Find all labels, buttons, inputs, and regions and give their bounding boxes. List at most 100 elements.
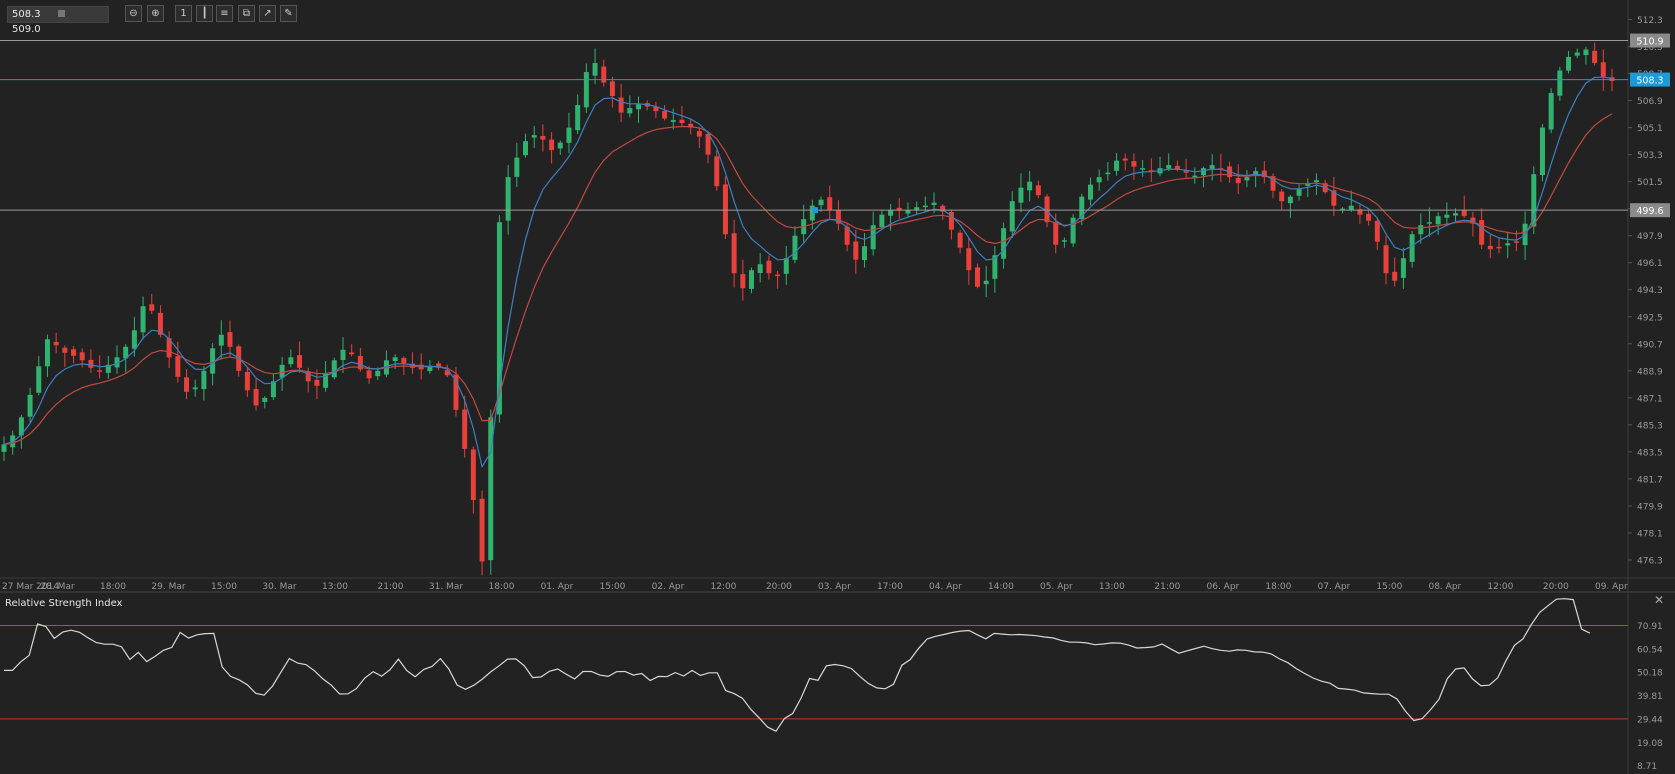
candle-body (427, 366, 433, 372)
candle-body (523, 141, 529, 156)
chart-type-icon[interactable]: ┃ (196, 5, 213, 22)
price-axis-tick-label: 492.5 (1637, 313, 1663, 323)
candle-body (1296, 189, 1302, 196)
candle-body (453, 374, 459, 410)
price-axis-tick-label: 497.9 (1637, 232, 1663, 242)
time-axis-tick-label: 17:00 (877, 582, 903, 592)
candle-body (184, 377, 190, 392)
drawing-tools-icon[interactable]: ↗ (259, 5, 276, 22)
candle-body (766, 260, 772, 274)
candle-body (1453, 213, 1459, 216)
time-axis-tick-label: 07. Apr (1318, 582, 1351, 592)
timeframe-icon[interactable]: 1 (175, 5, 192, 22)
time-axis-tick-label: 08. Apr (1428, 582, 1461, 592)
time-axis-tick-label: 04. Apr (929, 582, 962, 592)
candle-body (966, 248, 972, 271)
price-axis-tick-label: 485.3 (1637, 421, 1663, 431)
candle-body (201, 370, 207, 390)
price-level-badge (1630, 203, 1670, 218)
candle-body (870, 225, 876, 250)
rsi-close-icon[interactable]: ✕ (1654, 593, 1665, 607)
indicators-icon[interactable]: ≡ (216, 5, 233, 22)
price-axis-tick-label: 512.3 (1637, 16, 1663, 26)
candle-body (1426, 222, 1432, 224)
rsi-axis-tick-label: 8.71 (1637, 762, 1657, 772)
candle-body (227, 332, 233, 347)
candle-body (879, 214, 885, 228)
candle-body (357, 355, 363, 370)
template-icon[interactable]: ⧉ (238, 5, 255, 22)
candle-body (931, 202, 937, 206)
candle-body (688, 123, 694, 128)
candle-body (974, 267, 980, 287)
rsi-axis-tick-label: 60.54 (1637, 645, 1663, 655)
candle-body (392, 357, 398, 362)
candle-body (1279, 191, 1285, 202)
candle-body (722, 184, 728, 235)
candle-body (818, 199, 824, 206)
time-axis-tick-label: 01. Apr (541, 582, 574, 592)
candle-body (583, 72, 589, 108)
candle-body (514, 157, 520, 177)
candle-body (1148, 170, 1154, 172)
candle-body (1539, 127, 1545, 176)
price-level-badge-label: 499.6 (1636, 206, 1663, 217)
candle-body (192, 387, 198, 390)
candle-body (1070, 217, 1076, 244)
candle-body (79, 352, 85, 361)
edit-icon[interactable]: ✎ (280, 5, 297, 22)
time-axis-tick-label: 20:00 (1543, 582, 1569, 592)
candle-body (97, 370, 103, 372)
candle-body (1400, 258, 1406, 278)
zoom-out-icon[interactable]: ⊖ (125, 5, 142, 22)
time-axis-tick-label: 15:00 (1376, 582, 1402, 592)
zoom-in-icon[interactable]: ⊕ (147, 5, 164, 22)
candle-body (1305, 183, 1311, 186)
candle-body (305, 371, 311, 382)
time-axis-tick-label: 06. Apr (1207, 582, 1240, 592)
candle-body (1287, 196, 1293, 204)
candle-body (896, 207, 902, 211)
candle-body (1105, 172, 1111, 175)
candle-body (905, 210, 911, 214)
candle-body (244, 371, 250, 391)
time-axis-tick-label: 18:00 (100, 582, 126, 592)
candle-body (1574, 52, 1580, 56)
candle-body (279, 364, 285, 378)
candle-body (940, 205, 946, 212)
candle-body (253, 388, 259, 406)
candle-body (444, 370, 450, 376)
candle-body (1096, 177, 1102, 183)
rsi-axis-tick-label: 70.91 (1637, 622, 1663, 632)
price-axis-tick-label: 510.5 (1637, 43, 1663, 53)
candle-body (740, 274, 746, 289)
candle-body (861, 246, 867, 261)
time-axis-tick-label: 18:00 (488, 582, 514, 592)
candle-body (1001, 228, 1007, 259)
candle-body (636, 103, 642, 110)
candle-body (696, 131, 702, 137)
price-axis-tick-label: 476.3 (1637, 556, 1663, 566)
candle-body (1505, 243, 1511, 246)
candle-body (375, 370, 381, 377)
candle-body (131, 330, 137, 349)
candle-body (505, 177, 511, 221)
price-axis-tick-label: 494.3 (1637, 286, 1663, 296)
slow-moving-average-line (3, 113, 1613, 445)
rsi-line (4, 598, 1591, 732)
candle-body (609, 81, 615, 97)
candle-body (366, 370, 372, 379)
candle-body (914, 207, 920, 211)
candle-body (470, 449, 476, 500)
candle-body (1496, 246, 1502, 249)
candle-body (948, 211, 954, 230)
ask-price: 509.0 (12, 24, 41, 35)
price-axis-tick-label: 506.9 (1637, 97, 1663, 107)
candle-body (1200, 168, 1206, 176)
price-axis-tick-label: 479.9 (1637, 502, 1663, 512)
candle-body (1235, 178, 1241, 184)
candle-body (1435, 216, 1441, 225)
candle-body (1244, 177, 1250, 181)
candle-body (1209, 165, 1215, 169)
